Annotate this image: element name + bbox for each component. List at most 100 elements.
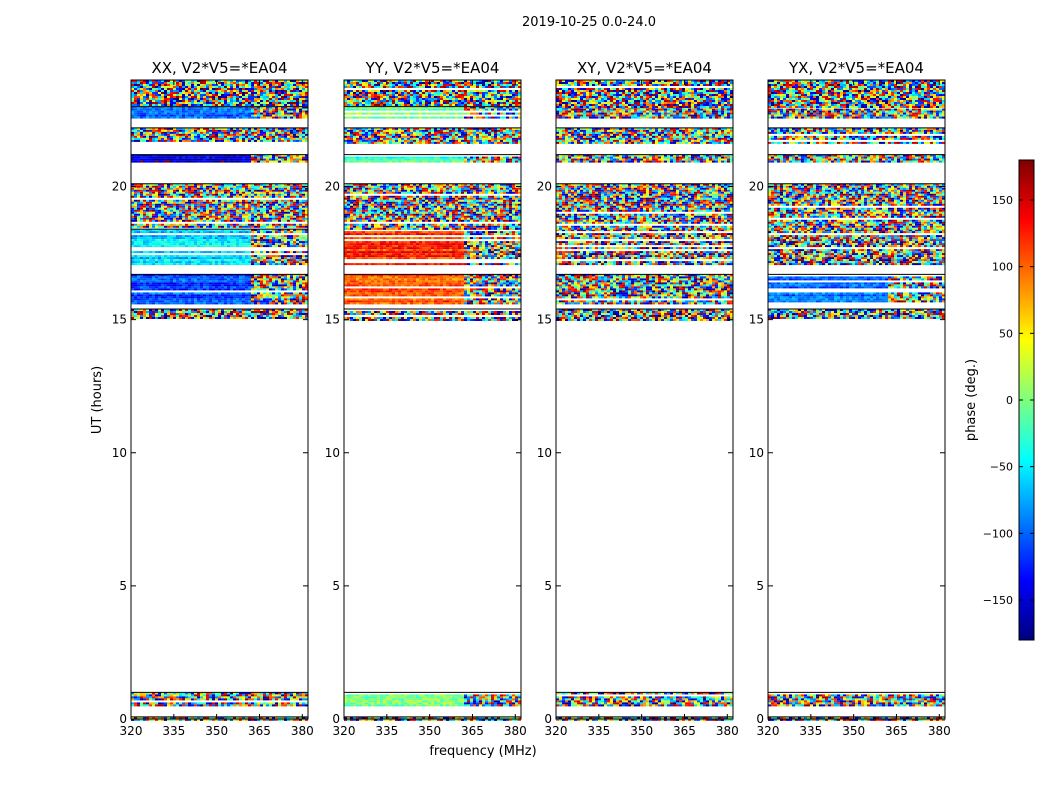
heatmap-cell [209, 202, 212, 204]
heatmap-cell [233, 208, 236, 210]
heatmap-cell [194, 288, 197, 290]
heatmap-cell [137, 298, 140, 300]
heatmap-cell [140, 208, 143, 210]
heatmap-cell [212, 300, 215, 302]
heatmap-cell [281, 317, 284, 319]
heatmap-cell [299, 237, 302, 239]
heatmap-cell [194, 190, 197, 192]
heatmap-cell [224, 134, 227, 136]
heatmap-cell [146, 300, 149, 302]
heatmap-cell [176, 241, 179, 243]
heatmap-cell [137, 88, 140, 90]
heatmap-cell [254, 251, 257, 253]
heatmap-cell [185, 255, 188, 257]
heatmap-cell [215, 140, 218, 142]
heatmap-cell [191, 294, 194, 296]
heatmap-cell [263, 231, 266, 233]
heatmap-cell [215, 206, 218, 208]
heatmap-cell [167, 159, 170, 161]
heatmap-cell [278, 159, 281, 161]
heatmap-cell [215, 696, 218, 698]
heatmap-cell [257, 241, 260, 243]
heatmap-cell [182, 200, 185, 202]
heatmap-cell [239, 286, 242, 288]
heatmap-cell [290, 206, 293, 208]
heatmap-cell [245, 263, 248, 265]
heatmap-cell [251, 186, 254, 188]
heatmap-cell [254, 138, 257, 140]
heatmap-cell [212, 286, 215, 288]
heatmap-cell [146, 204, 149, 206]
heatmap-cell [296, 315, 299, 317]
heatmap-cell [206, 202, 209, 204]
heatmap-cell [200, 296, 203, 298]
heatmap-cell [200, 216, 203, 218]
heatmap-cell [227, 210, 230, 212]
heatmap-cell [254, 88, 257, 90]
heatmap-cell [263, 140, 266, 142]
heatmap-cell [155, 115, 158, 117]
heatmap-cell [188, 208, 191, 210]
heatmap-cell [227, 212, 230, 214]
heatmap-cell [239, 284, 242, 286]
heatmap-cell [185, 226, 188, 228]
heatmap-cell [278, 243, 281, 245]
heatmap-cell [200, 237, 203, 239]
heatmap-cell [182, 113, 185, 115]
heatmap-cell [194, 224, 197, 226]
heatmap-cell [176, 109, 179, 111]
heatmap-cell [167, 698, 170, 700]
heatmap-cell [287, 237, 290, 239]
heatmap-cell [293, 109, 296, 111]
heatmap-cell [239, 235, 242, 237]
heatmap-cell [254, 212, 257, 214]
heatmap-cell [296, 241, 299, 243]
heatmap-cell [281, 202, 284, 204]
heatmap-cell [212, 140, 215, 142]
heatmap-cell [242, 261, 245, 263]
heatmap-cell [245, 292, 248, 294]
heatmap-cell [197, 282, 200, 284]
heatmap-cell [173, 130, 176, 132]
heatmap-cell [143, 86, 146, 88]
heatmap-cell [239, 245, 242, 247]
heatmap-cell [200, 702, 203, 704]
heatmap-cell [278, 117, 281, 119]
heatmap-cell [296, 109, 299, 111]
heatmap-cell [170, 196, 173, 198]
heatmap-cell [239, 296, 242, 298]
heatmap-cell [218, 313, 221, 315]
heatmap-cell [170, 130, 173, 132]
heatmap-cell [281, 115, 284, 117]
heatmap-cell [233, 263, 236, 265]
heatmap-cell [137, 90, 140, 92]
heatmap-cell [134, 282, 137, 284]
heatmap-cell [254, 111, 257, 113]
heatmap-cell [212, 192, 215, 194]
heatmap-cell [239, 226, 242, 228]
heatmap-cell [155, 208, 158, 210]
heatmap-cell [158, 241, 161, 243]
heatmap-cell [152, 190, 155, 192]
heatmap-cell [146, 134, 149, 136]
heatmap-cell [185, 157, 188, 159]
heatmap-cell [215, 204, 218, 206]
heatmap-cell [158, 200, 161, 202]
heatmap-cell [299, 136, 302, 138]
heatmap-cell [191, 239, 194, 241]
heatmap-cell [134, 251, 137, 253]
heatmap-cell [173, 202, 176, 204]
heatmap-cell [266, 90, 269, 92]
heatmap-cell [302, 130, 305, 132]
heatmap-cell [146, 317, 149, 319]
heatmap-cell [164, 130, 167, 132]
heatmap-cell [194, 206, 197, 208]
heatmap-cell [254, 296, 257, 298]
heatmap-cell [296, 86, 299, 88]
heatmap-cell [254, 192, 257, 194]
heatmap-cell [152, 243, 155, 245]
heatmap-cell [164, 311, 167, 313]
heatmap-cell [269, 245, 272, 247]
heatmap-cell [137, 218, 140, 220]
heatmap-cell [161, 204, 164, 206]
